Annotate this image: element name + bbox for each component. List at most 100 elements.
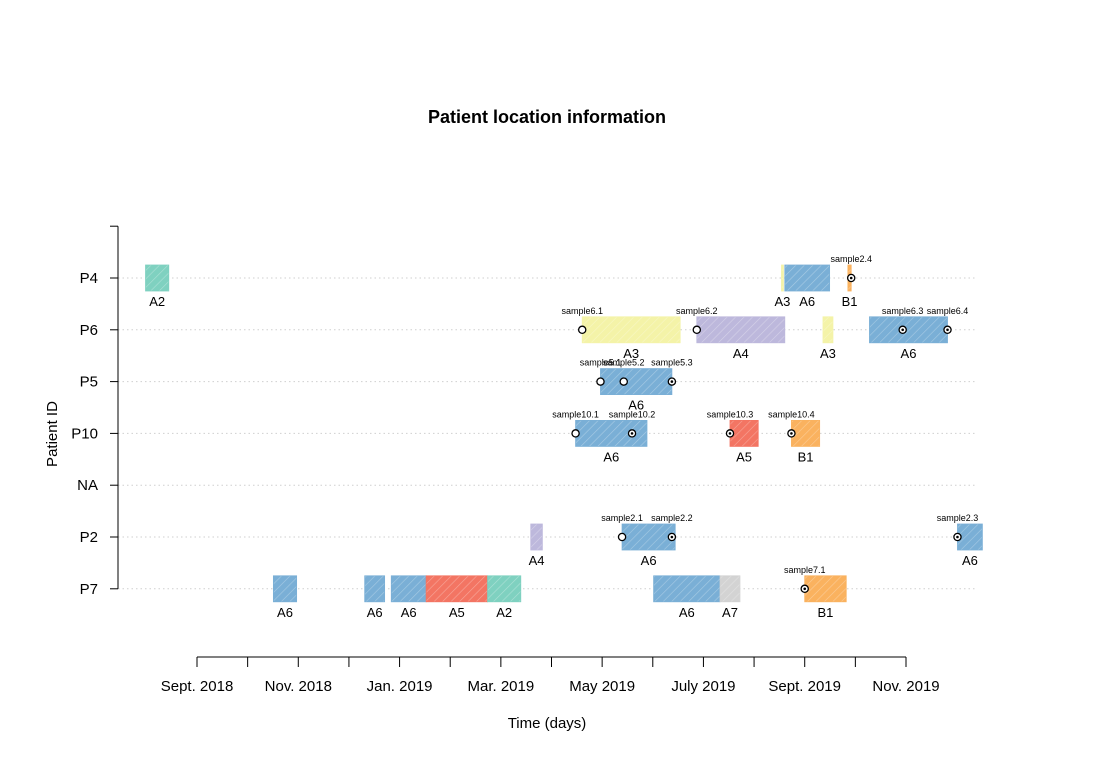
interval-bar (621, 523, 676, 551)
interval-bar (581, 316, 681, 344)
interval-bar (145, 264, 170, 292)
interval-label: A6 (277, 605, 293, 620)
sample-marker (577, 325, 587, 335)
axes: P4 P6 P5 P10 NA P2 P7 Sept. 2018 Nov. 2018 Jan. 2… (71, 225, 940, 695)
interval-label: A3 (820, 346, 836, 361)
interval-P7-A6: A6 (653, 575, 721, 620)
sample-sample6.2: sample6.2 (676, 306, 718, 335)
interval-P10-B1: B1 (791, 419, 821, 464)
interval-bar (272, 575, 298, 603)
sample-label: sample6.3 (882, 306, 924, 316)
interval-label: A7 (722, 605, 738, 620)
sample-label: sample2.1 (601, 513, 643, 523)
sample-label: sample2.4 (830, 254, 872, 264)
interval-label: A5 (449, 605, 465, 620)
sample-marker (692, 325, 702, 335)
interval-bar (804, 575, 847, 603)
interval-label: A6 (679, 605, 695, 620)
x-tick-label: May 2019 (569, 678, 635, 695)
interval-P10-A6: A6 (575, 419, 648, 464)
interval-P5-A6: A6 (600, 368, 673, 413)
sample-label: sample10.1 (552, 409, 599, 419)
interval-label: A6 (641, 553, 657, 568)
sample-sample10.4: sample10.4 (768, 409, 815, 438)
sample-marker (571, 429, 580, 438)
interval-P7-A6: A6 (272, 575, 298, 620)
interval-bar (390, 575, 427, 603)
y-tick-label: P2 (80, 529, 98, 546)
interval-P4-B1: B1 (842, 264, 857, 309)
sample-marker-dot (803, 587, 807, 591)
interval-P7-B1: B1 (804, 575, 847, 620)
sample-marker (619, 377, 628, 386)
sample-label: sample5.2 (603, 358, 645, 368)
sample-sample5.3: sample5.3 (651, 358, 693, 386)
sample-sample2.2: sample2.2 (651, 513, 693, 542)
sample-marker (596, 377, 605, 386)
interval-P7-A2: A2 (487, 575, 522, 620)
sample-label: sample6.4 (927, 306, 969, 316)
interval-P4-A2: A2 (145, 264, 170, 309)
interval-label: A6 (628, 398, 644, 413)
interval-label: A6 (901, 346, 917, 361)
interval-P4-A6: A6 (784, 264, 831, 309)
y-axis-label: Patient ID (44, 401, 61, 467)
sample-label: sample10.3 (707, 409, 754, 419)
interval-bar (869, 316, 948, 344)
interval-label: A2 (496, 605, 512, 620)
interval-bar (364, 575, 386, 603)
x-tick-label: Nov. 2019 (872, 678, 939, 695)
x-tick-label: July 2019 (671, 678, 735, 695)
sample-marker-dot (790, 432, 793, 435)
interval-P7-A7: A7 (719, 575, 741, 620)
interval-bar (487, 575, 522, 603)
interval-label: B1 (818, 605, 834, 620)
interval-label: B1 (798, 449, 814, 464)
y-tick-label: P4 (80, 270, 98, 287)
sample-label: sample5.1 (580, 358, 622, 368)
interval-label: A6 (401, 605, 417, 620)
y-tick-label: P7 (80, 581, 98, 598)
sample-marker-dot (901, 328, 904, 332)
sample-marker-dot (956, 535, 959, 539)
interval-bar (781, 264, 784, 292)
interval-P6-A3: A3 (820, 316, 836, 361)
sample-sample10.2: sample10.2 (609, 409, 655, 438)
interval-label: A6 (367, 605, 383, 620)
sample-marker-dot (849, 276, 853, 280)
interval-label: A3 (775, 294, 791, 309)
sample-sample5.2: sample5.2 (603, 358, 645, 386)
sample-marker-dot (670, 535, 674, 539)
interval-label: A5 (736, 449, 752, 464)
sample-label: sample10.4 (768, 409, 815, 419)
interval-bar (822, 316, 834, 344)
x-tick-label: Sept. 2018 (161, 678, 234, 695)
sample-label: sample2.3 (937, 513, 979, 523)
sample-sample6.1: sample6.1 (561, 306, 603, 335)
interval-P2-A6: A6 (957, 523, 983, 568)
x-tick-label: Jan. 2019 (367, 678, 433, 695)
grid-lines (118, 277, 975, 590)
y-tick-label: P10 (71, 425, 98, 442)
interval-label: A3 (623, 346, 639, 361)
interval-bar (719, 575, 741, 603)
sample-label: sample2.2 (651, 513, 693, 523)
interval-P2-A4: A4 (529, 523, 545, 568)
interval-label: A4 (733, 346, 749, 361)
sample-marker-dot (630, 432, 634, 435)
sample-marker (617, 532, 627, 542)
x-axis-label: Time (days) (508, 715, 587, 732)
sample-sample2.3: sample2.3 (937, 513, 979, 542)
interval-P6-A6: A6 (869, 316, 948, 361)
y-tick-label: P5 (80, 374, 98, 391)
interval-label: A6 (603, 449, 619, 464)
sample-marker-dot (946, 328, 949, 332)
sample-marker-dot (670, 380, 674, 383)
interval-bar (784, 264, 831, 292)
interval-bar (600, 368, 673, 396)
sample-sample2.4: sample2.4 (830, 254, 872, 283)
x-tick-label: Sept. 2019 (768, 678, 841, 695)
interval-P2-A6: A6 (621, 523, 676, 568)
